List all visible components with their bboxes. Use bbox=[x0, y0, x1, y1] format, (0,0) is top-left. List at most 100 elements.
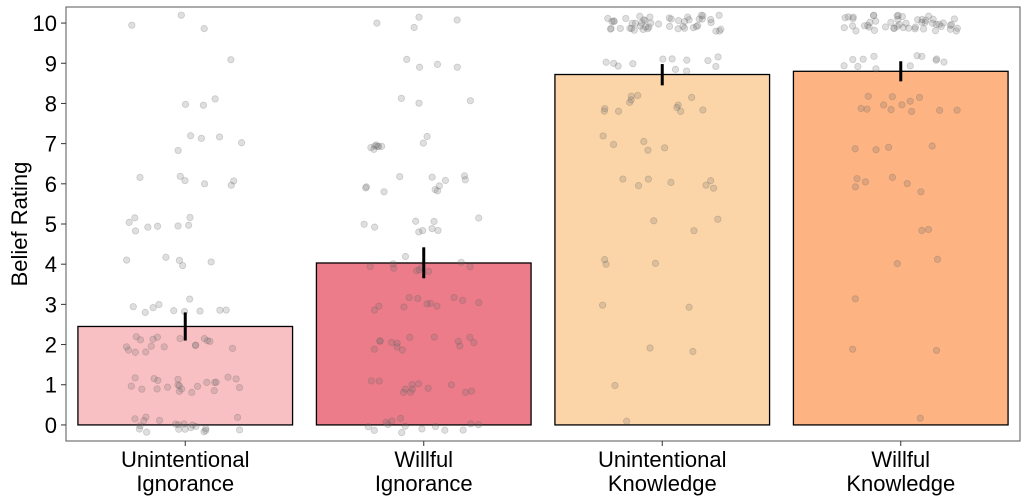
data-point bbox=[712, 62, 720, 71]
data-point bbox=[898, 101, 906, 109]
data-point bbox=[712, 27, 720, 35]
data-point bbox=[192, 341, 200, 349]
data-point bbox=[919, 25, 928, 33]
data-point bbox=[646, 344, 654, 352]
data-point bbox=[857, 104, 865, 113]
data-point bbox=[202, 424, 210, 433]
data-point bbox=[870, 52, 878, 60]
data-point bbox=[715, 11, 723, 19]
data-point bbox=[373, 19, 381, 27]
data-point bbox=[136, 422, 144, 430]
data-point bbox=[861, 178, 870, 186]
data-point bbox=[622, 14, 630, 23]
data-point bbox=[224, 373, 232, 381]
data-point bbox=[840, 62, 848, 70]
data-point bbox=[628, 19, 636, 27]
data-point bbox=[715, 27, 723, 35]
y-tick-label: 3 bbox=[45, 292, 57, 317]
data-point bbox=[384, 420, 392, 429]
data-point bbox=[709, 184, 718, 192]
data-point bbox=[872, 17, 880, 25]
data-point bbox=[131, 214, 139, 222]
data-point bbox=[707, 177, 715, 185]
data-point bbox=[433, 60, 442, 68]
data-point bbox=[918, 52, 926, 60]
data-point bbox=[849, 345, 857, 353]
data-point bbox=[623, 417, 631, 425]
data-point bbox=[870, 26, 879, 34]
data-point bbox=[689, 24, 697, 32]
data-point bbox=[188, 421, 197, 429]
data-point bbox=[665, 14, 673, 22]
data-point bbox=[928, 142, 936, 150]
data-point bbox=[131, 374, 139, 382]
data-point bbox=[947, 21, 956, 29]
data-point bbox=[467, 420, 475, 428]
data-point bbox=[667, 15, 675, 23]
data-point bbox=[423, 132, 431, 141]
data-point bbox=[423, 300, 431, 308]
data-point bbox=[887, 106, 895, 114]
data-point bbox=[453, 16, 461, 24]
data-point bbox=[186, 213, 194, 222]
data-point bbox=[640, 137, 648, 146]
data-point bbox=[175, 425, 183, 433]
data-point bbox=[418, 425, 426, 433]
data-point bbox=[684, 13, 692, 21]
data-point bbox=[405, 293, 413, 302]
data-point bbox=[197, 134, 205, 142]
x-tick-label: Ignorance bbox=[375, 471, 473, 496]
data-point bbox=[155, 300, 163, 309]
data-point bbox=[929, 15, 937, 23]
data-point bbox=[939, 19, 947, 27]
data-point bbox=[864, 92, 872, 100]
data-point bbox=[206, 337, 214, 345]
data-point bbox=[872, 146, 880, 154]
data-point bbox=[953, 24, 961, 32]
data-point bbox=[203, 378, 211, 386]
data-point bbox=[849, 55, 857, 64]
data-point bbox=[125, 218, 133, 226]
data-point bbox=[639, 25, 647, 34]
data-point bbox=[433, 302, 441, 310]
data-point bbox=[227, 181, 235, 189]
data-point bbox=[375, 302, 383, 310]
data-point bbox=[366, 262, 374, 271]
data-point bbox=[132, 333, 140, 341]
data-point bbox=[196, 307, 204, 315]
data-point bbox=[692, 23, 700, 31]
data-point bbox=[235, 426, 244, 434]
data-point bbox=[415, 13, 423, 21]
data-point bbox=[853, 175, 861, 183]
data-point bbox=[430, 217, 438, 226]
data-point bbox=[387, 338, 396, 347]
data-point bbox=[626, 98, 634, 106]
data-point bbox=[456, 342, 464, 350]
data-point bbox=[887, 18, 895, 27]
data-point bbox=[200, 335, 208, 343]
data-point bbox=[216, 306, 224, 314]
data-point bbox=[431, 185, 439, 194]
data-point bbox=[415, 228, 423, 236]
data-point bbox=[406, 333, 414, 341]
data-point bbox=[650, 217, 658, 225]
data-point bbox=[864, 21, 872, 30]
data-point bbox=[150, 374, 158, 383]
data-point bbox=[668, 55, 676, 63]
data-point bbox=[627, 96, 635, 104]
data-point bbox=[659, 55, 667, 63]
data-point bbox=[600, 107, 608, 115]
data-point bbox=[933, 255, 942, 263]
data-point bbox=[707, 18, 715, 27]
data-point bbox=[136, 173, 144, 182]
data-point bbox=[953, 106, 961, 114]
data-point bbox=[894, 15, 902, 24]
data-point bbox=[403, 55, 411, 64]
data-point bbox=[865, 23, 873, 31]
data-point bbox=[122, 343, 131, 351]
data-point bbox=[704, 56, 712, 65]
data-point bbox=[390, 264, 398, 272]
data-point bbox=[641, 23, 650, 31]
data-point bbox=[397, 94, 405, 102]
data-point bbox=[466, 333, 474, 341]
